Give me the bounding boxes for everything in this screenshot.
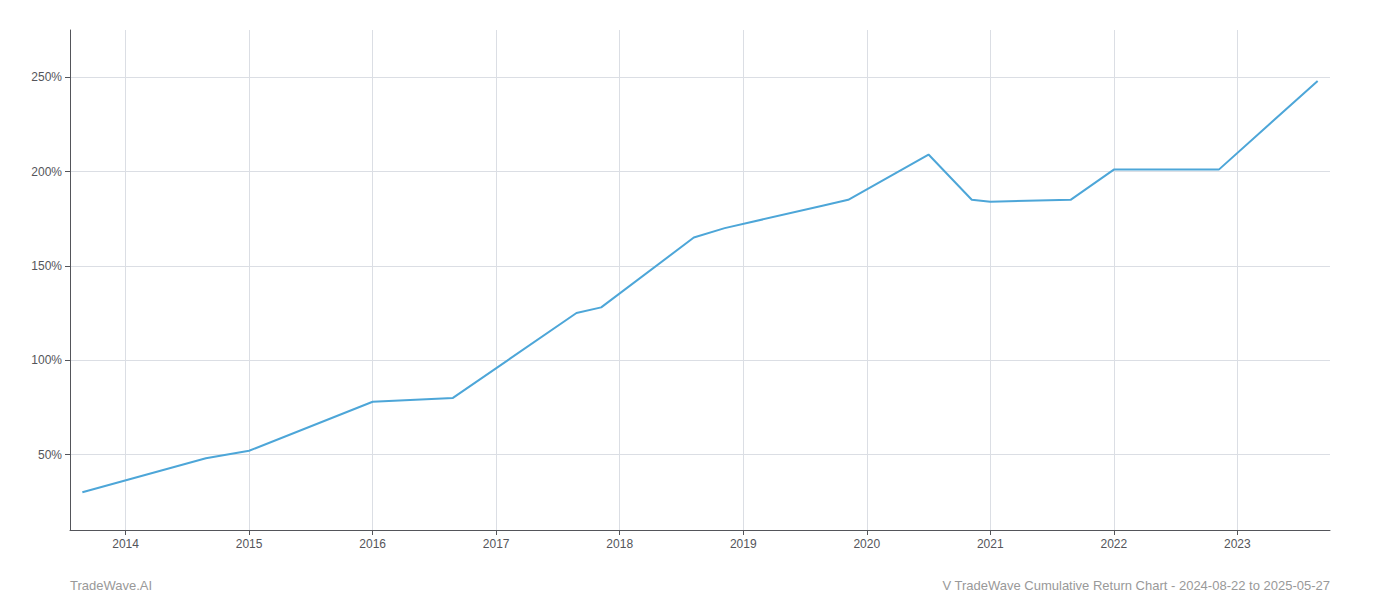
svg-text:2018: 2018: [606, 537, 633, 551]
svg-text:2016: 2016: [359, 537, 386, 551]
svg-text:2022: 2022: [1100, 537, 1127, 551]
svg-text:2015: 2015: [236, 537, 263, 551]
svg-text:150%: 150%: [31, 259, 62, 273]
svg-text:2014: 2014: [112, 537, 139, 551]
svg-text:V TradeWave Cumulative Return: V TradeWave Cumulative Return Chart - 20…: [942, 578, 1330, 593]
svg-text:200%: 200%: [31, 165, 62, 179]
svg-text:TradeWave.AI: TradeWave.AI: [70, 578, 152, 593]
svg-text:2019: 2019: [730, 537, 757, 551]
svg-text:2017: 2017: [483, 537, 510, 551]
svg-text:2023: 2023: [1224, 537, 1251, 551]
svg-text:100%: 100%: [31, 353, 62, 367]
svg-text:50%: 50%: [38, 448, 62, 462]
svg-text:2021: 2021: [977, 537, 1004, 551]
svg-text:250%: 250%: [31, 70, 62, 84]
svg-text:2020: 2020: [853, 537, 880, 551]
